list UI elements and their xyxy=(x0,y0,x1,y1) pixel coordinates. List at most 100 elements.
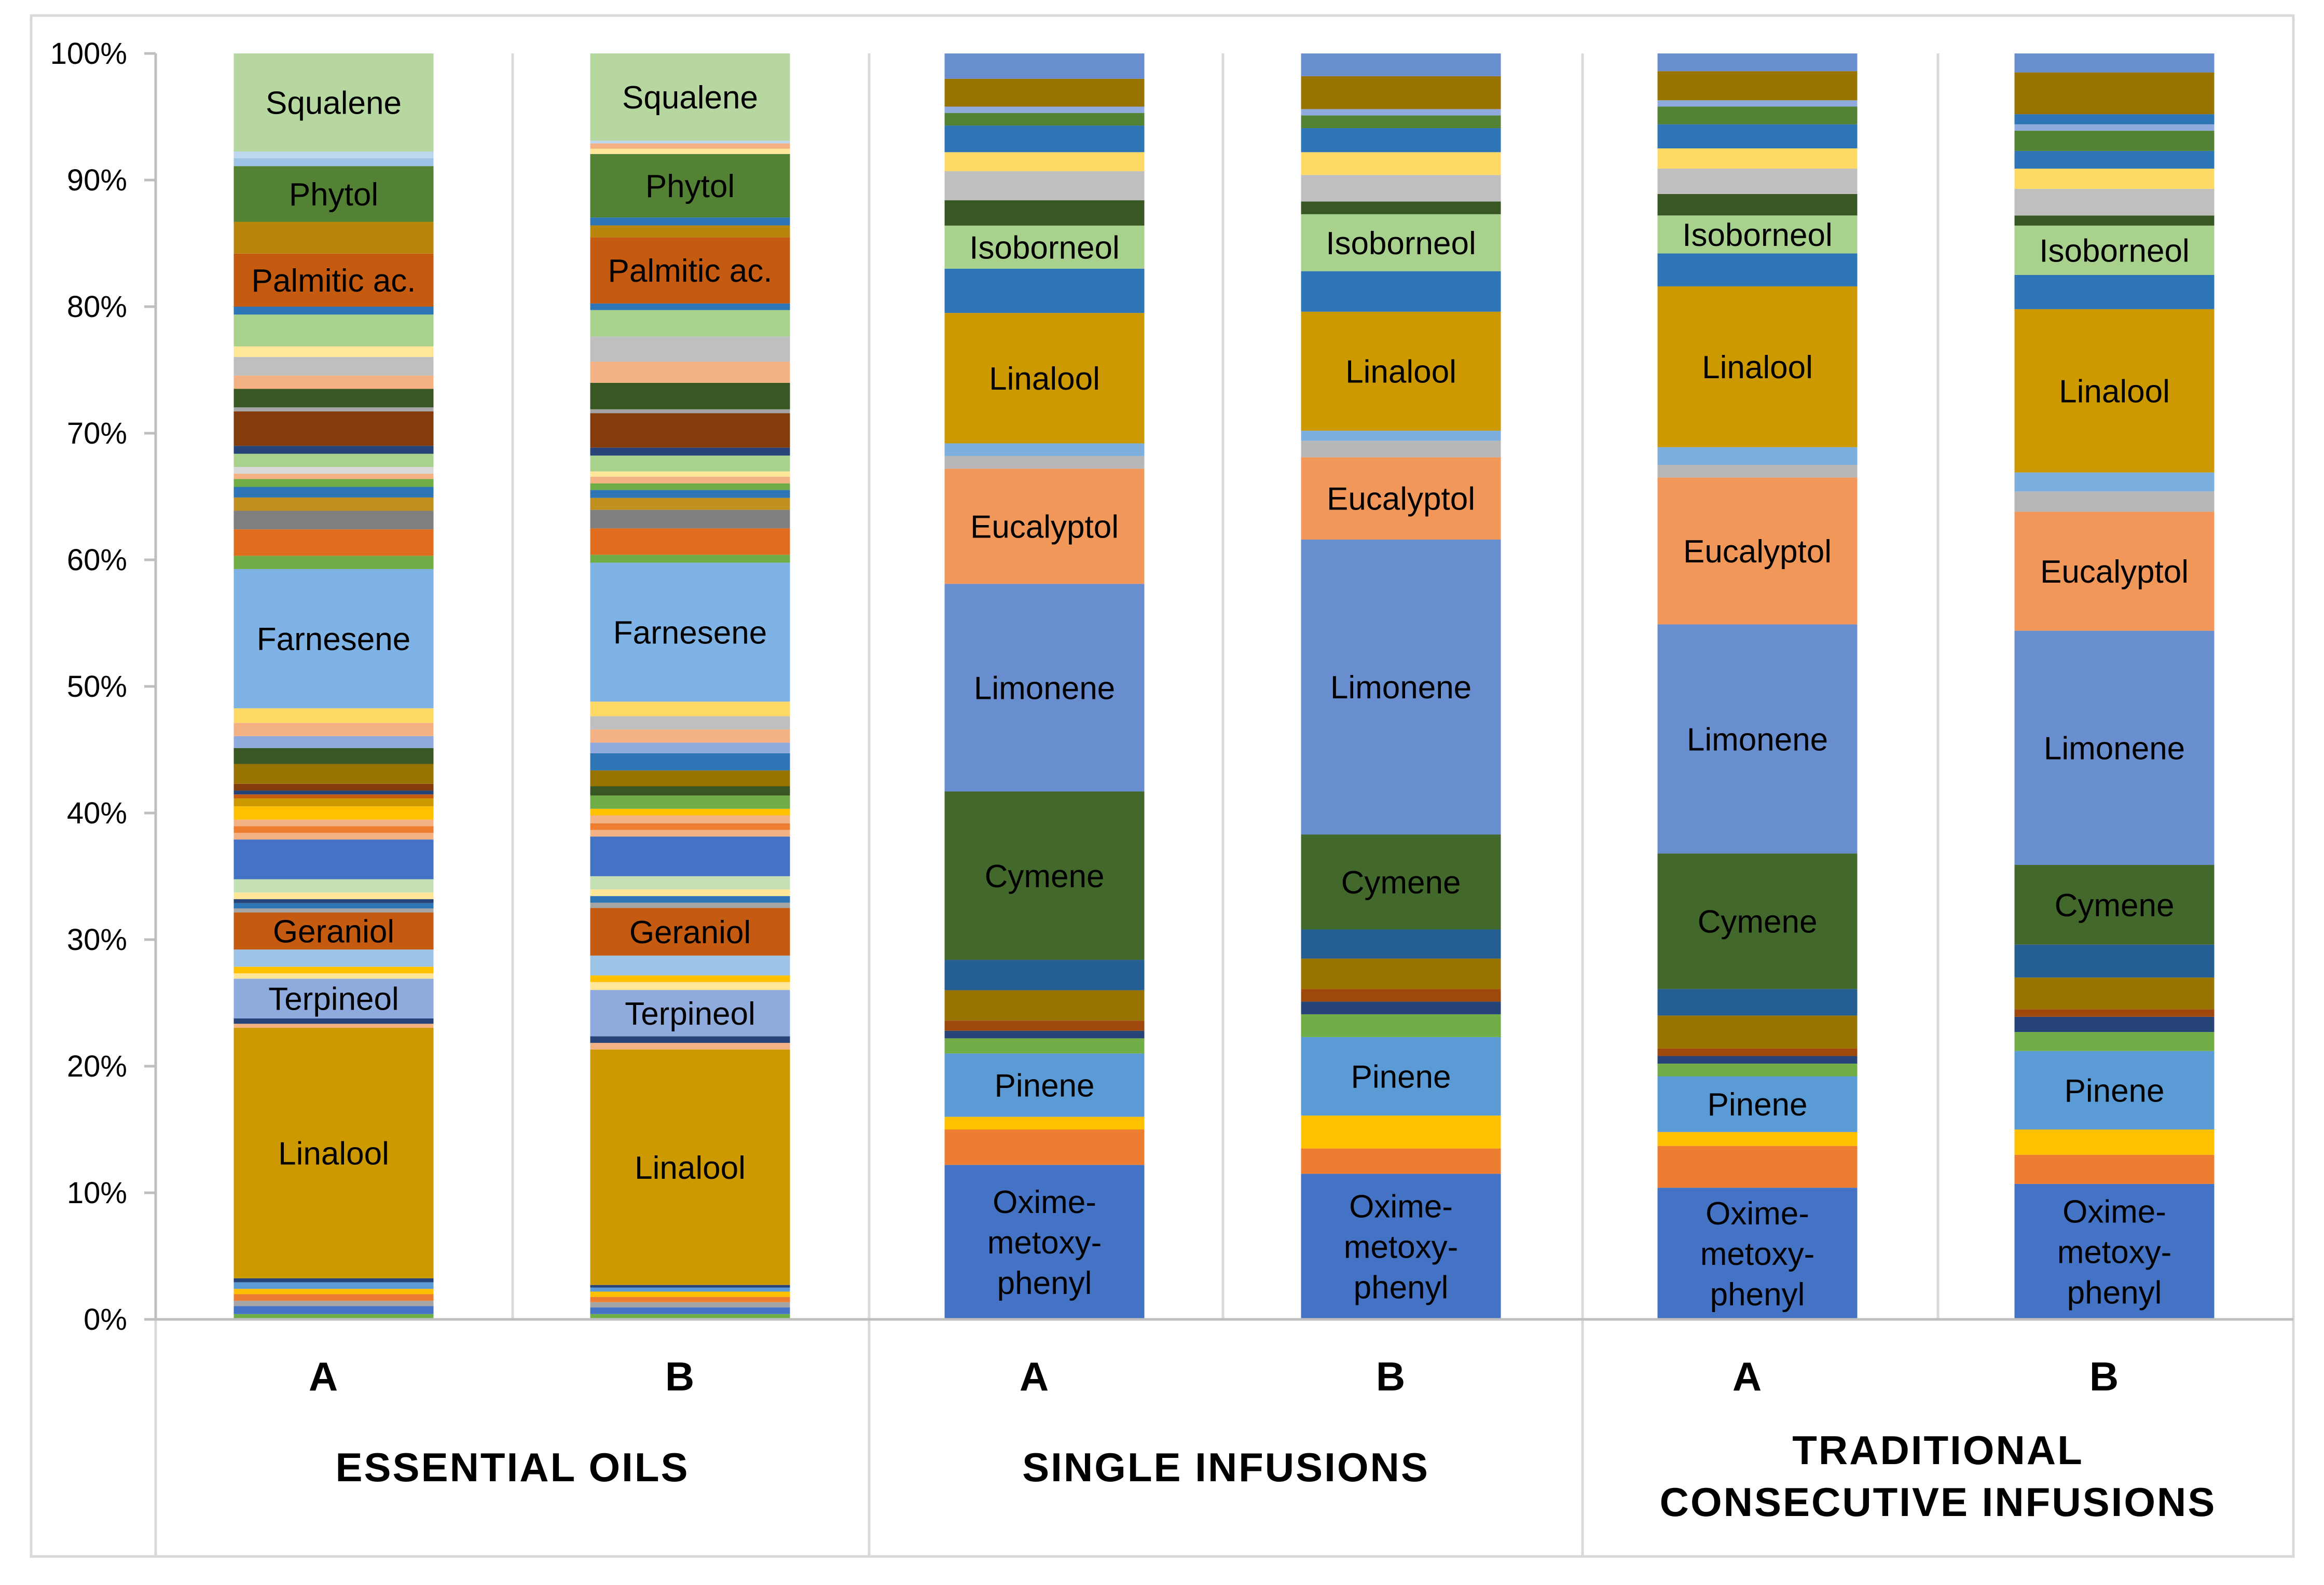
bar-segment xyxy=(233,794,434,798)
bar-segment xyxy=(1301,958,1501,989)
y-tick-label: 90% xyxy=(67,163,127,197)
segment-label-terpineol: Terpineol xyxy=(625,996,755,1032)
bar-segment xyxy=(590,1043,790,1050)
bar-segment xyxy=(2014,1032,2215,1051)
bar-segment xyxy=(590,815,790,823)
bar-segment xyxy=(590,336,790,362)
bar-segment xyxy=(590,786,790,796)
bar-segment xyxy=(944,990,1145,1021)
bar-segment xyxy=(590,225,790,238)
bar-segment xyxy=(590,716,790,729)
bar-segment xyxy=(1657,286,1858,447)
bar-segment xyxy=(590,154,790,218)
bar-segment xyxy=(944,152,1145,171)
category-label-eo-b: B xyxy=(665,1354,694,1399)
segment-label-isoborneol: Isoborneol xyxy=(969,230,1120,266)
bar-segment xyxy=(590,409,790,414)
bar-segment xyxy=(1301,128,1501,153)
bar-segment xyxy=(944,1021,1145,1031)
bar-segment xyxy=(590,1302,790,1308)
bar-segment xyxy=(2014,1016,2215,1032)
bar-segment xyxy=(944,468,1145,584)
bar-segment xyxy=(590,795,790,809)
y-tick-label: 30% xyxy=(67,923,127,957)
segment-label-linalool: Linalool xyxy=(2059,374,2170,409)
bar-segment xyxy=(233,1027,434,1278)
bar-segment xyxy=(1657,1015,1858,1049)
bar-segment xyxy=(233,473,434,479)
bar-segment xyxy=(1301,1037,1501,1116)
bar-segment xyxy=(944,225,1145,269)
bar-segment xyxy=(1657,477,1858,625)
bar-segment xyxy=(233,899,434,903)
segment-label-isoborneol: Isoborneol xyxy=(2039,233,2190,269)
bar-segment xyxy=(1301,539,1501,835)
y-tick-label: 70% xyxy=(67,417,127,450)
segment-label-isoborneol: Isoborneol xyxy=(1682,217,1833,253)
segment-label-linalool: Linalool xyxy=(1345,354,1456,390)
bar-segment xyxy=(590,823,790,830)
bar-segment xyxy=(2014,1154,2215,1184)
bar-segment xyxy=(1657,253,1858,286)
bar-segment xyxy=(1301,53,1501,76)
bar-segment xyxy=(233,253,434,307)
bar-segment xyxy=(233,511,434,530)
bar-segment xyxy=(1657,53,1858,72)
bar-segment xyxy=(1657,1064,1858,1077)
bar-segment xyxy=(233,479,434,487)
bar-segment xyxy=(1301,834,1501,930)
bar-segment xyxy=(233,487,434,498)
bar-segment xyxy=(590,808,790,816)
bar-segment xyxy=(1301,1148,1501,1174)
bar-segment xyxy=(233,973,434,979)
bar-segment xyxy=(590,889,790,897)
bar-segment xyxy=(2014,1051,2215,1129)
bar-segment xyxy=(590,1049,790,1285)
bar-segment xyxy=(590,382,790,409)
bar-segment xyxy=(1657,1056,1858,1064)
bar-segment xyxy=(1301,201,1501,214)
bar-segment xyxy=(590,830,790,837)
bar-segment xyxy=(233,819,434,826)
bar-segment xyxy=(233,357,434,376)
bar-segment xyxy=(2014,491,2215,512)
bar-segment xyxy=(1657,1146,1858,1188)
bar-segment xyxy=(590,836,790,876)
bar-segment xyxy=(2014,275,2215,309)
bar-segment xyxy=(233,798,434,807)
bar-segment xyxy=(233,833,434,840)
bar-segment xyxy=(590,237,790,304)
bar-segment xyxy=(233,569,434,709)
bar-segment xyxy=(233,529,434,556)
bar-segment xyxy=(2014,124,2215,131)
segment-label-eucalyptol: Eucalyptol xyxy=(1683,534,1832,570)
bar-segment xyxy=(233,411,434,446)
bar-segment xyxy=(1657,853,1858,989)
bar-segment xyxy=(590,902,790,908)
bar-segment xyxy=(233,497,434,511)
bar-eo-a: Linalool Terpineol Geraniol Farnesene Palmit… xyxy=(233,53,434,1319)
bar-segment xyxy=(233,222,434,254)
bar-segment xyxy=(1301,1014,1501,1037)
bar-segment xyxy=(233,1278,434,1283)
bar-segment xyxy=(590,471,790,477)
segment-label-geraniol: Geraniol xyxy=(629,915,751,950)
bar-segment xyxy=(1301,152,1501,175)
bar-segment xyxy=(233,166,434,222)
bar-segment xyxy=(1657,106,1858,125)
bar-segment xyxy=(590,1314,790,1319)
bar-segment xyxy=(1301,76,1501,109)
bar-segment xyxy=(2014,169,2215,189)
bar-segment xyxy=(944,960,1145,990)
bar-segment xyxy=(590,990,790,1037)
bar-segment xyxy=(1301,115,1501,128)
bar-segment xyxy=(590,908,790,956)
bar-segment xyxy=(233,389,434,408)
bar-segment xyxy=(944,791,1145,960)
bar-eo-b: Linalool Terpineol Geraniol Farnesene Palmit… xyxy=(590,53,790,1319)
bar-segment xyxy=(590,362,790,383)
bar-segment xyxy=(590,528,790,555)
group-label-single-infusions: SINGLE INFUSIONS xyxy=(1022,1444,1429,1490)
bar-segment xyxy=(590,53,790,141)
